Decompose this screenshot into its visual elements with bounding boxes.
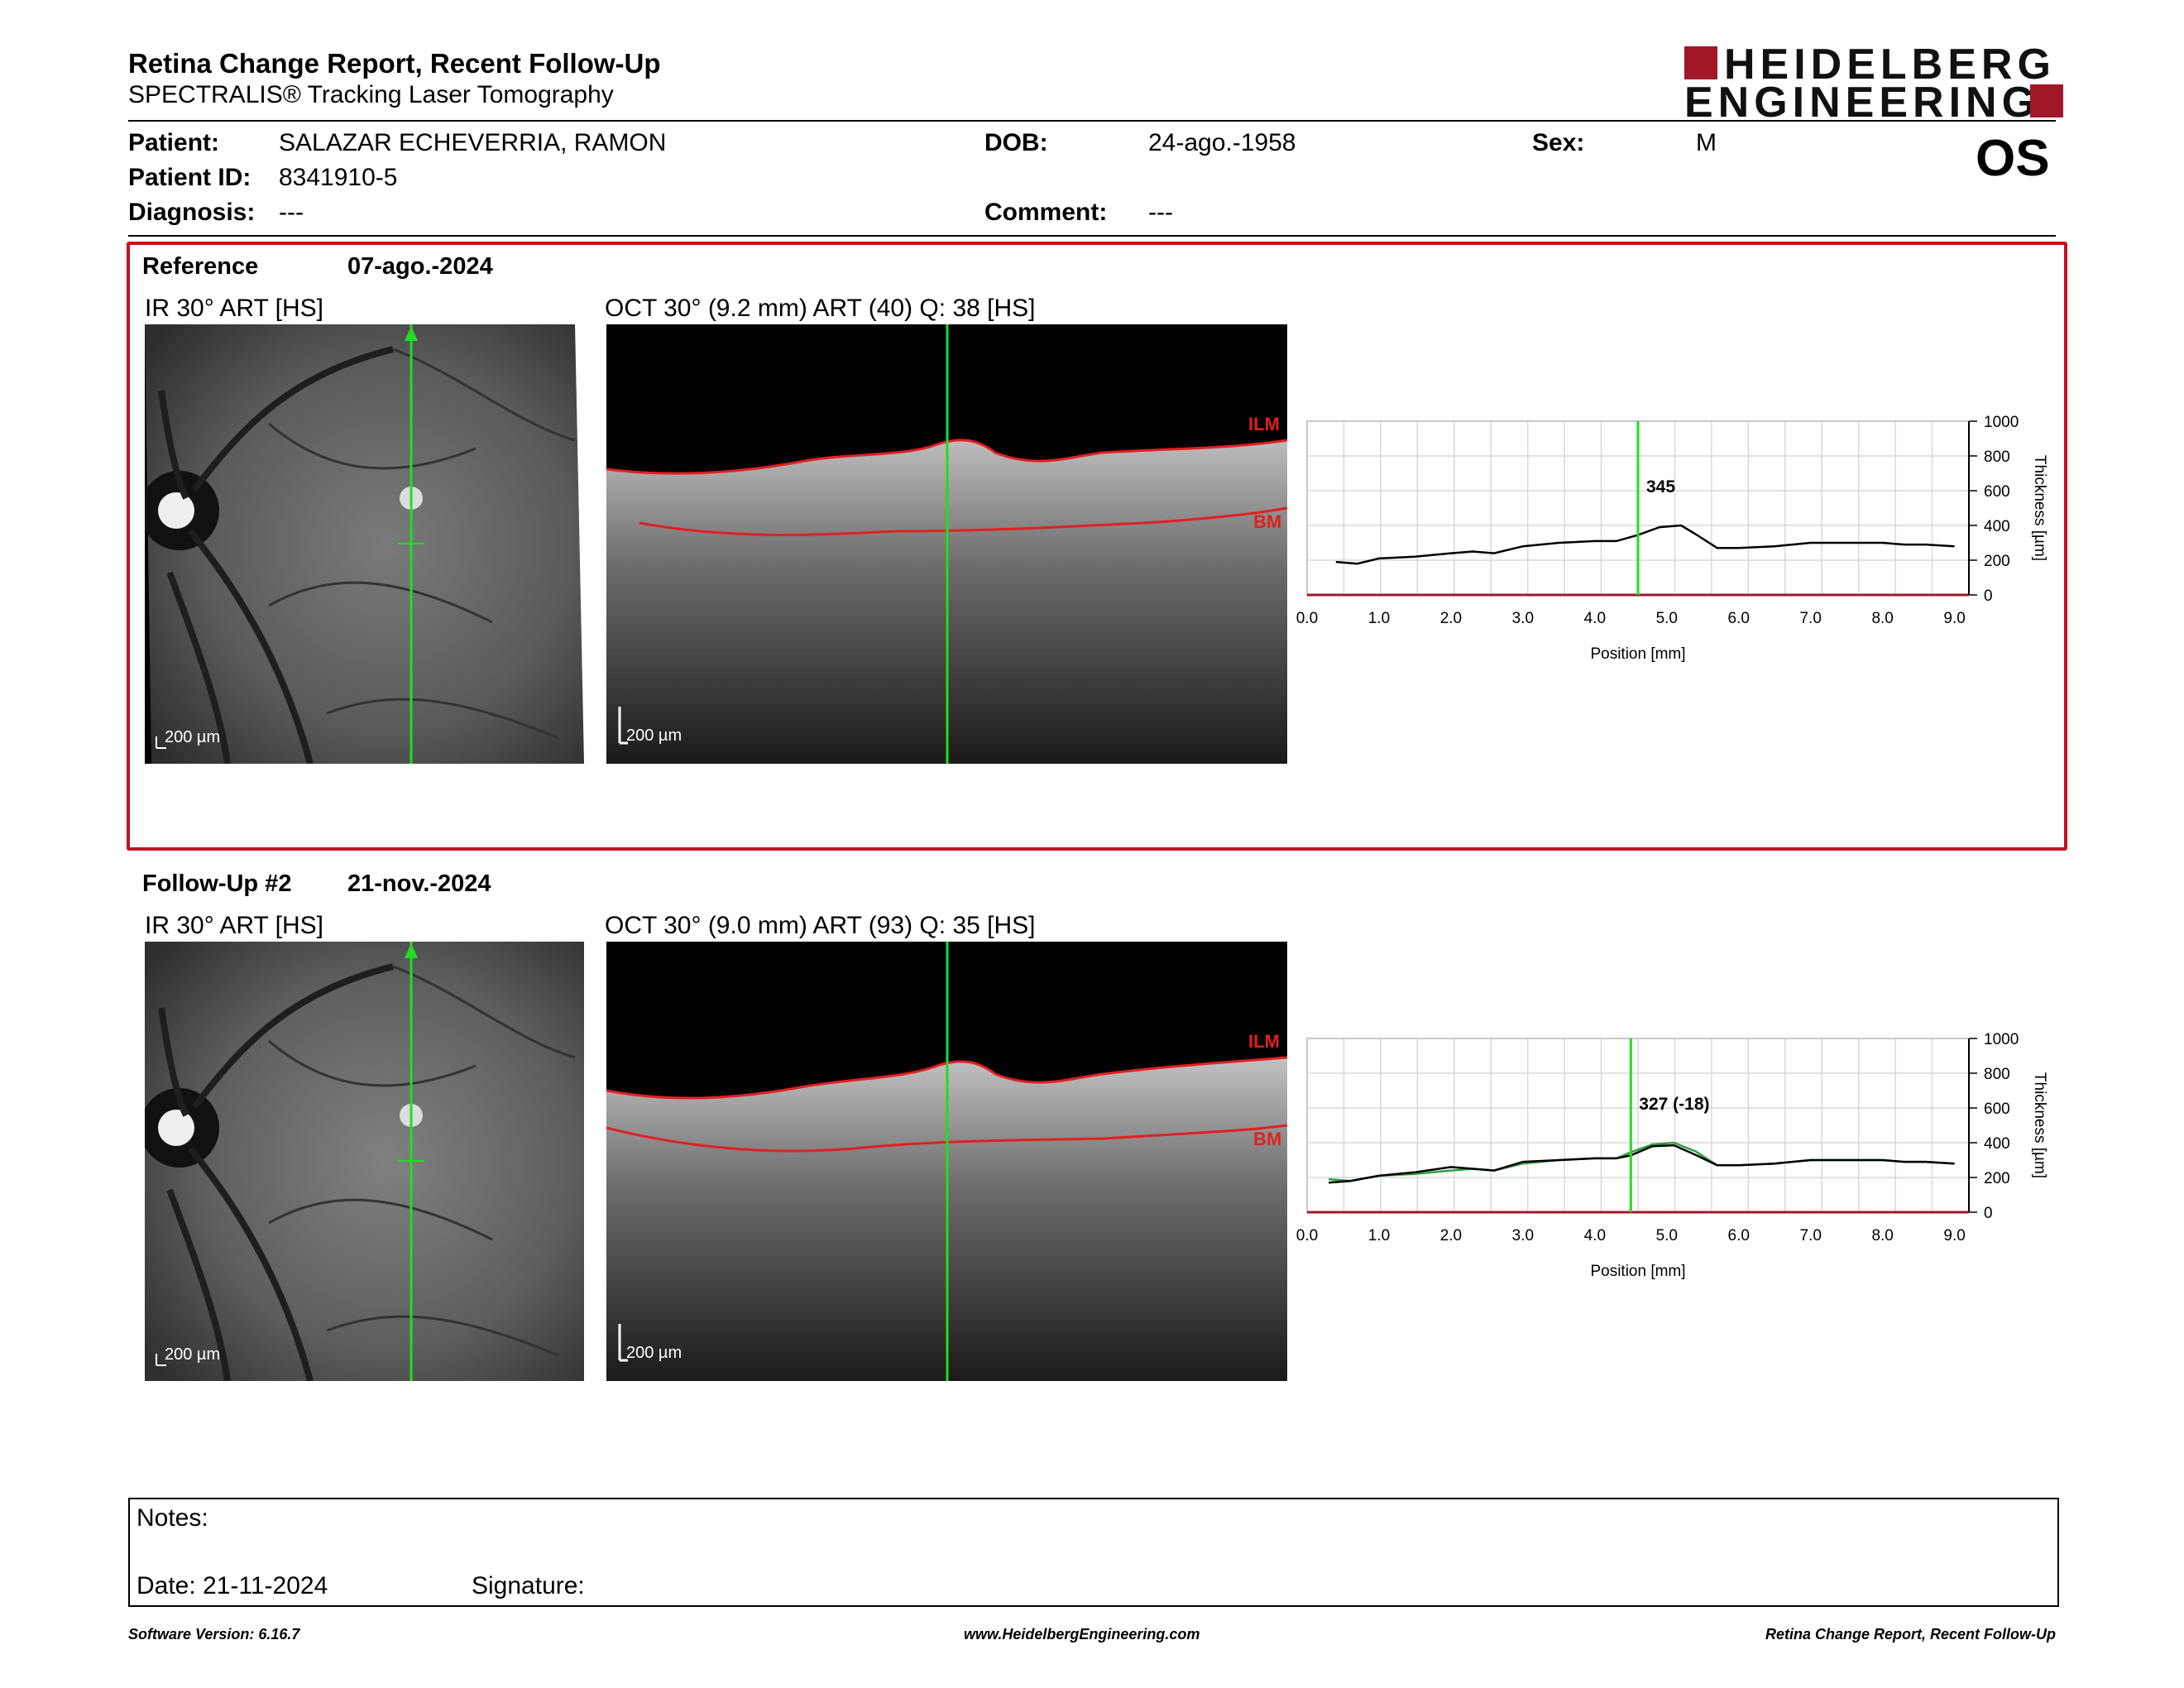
- followup-date: 21-nov.-2024: [347, 870, 491, 897]
- y-tick-label: 0: [1984, 1205, 1993, 1222]
- patient-id-label: Patient ID:: [128, 164, 251, 191]
- x-tick-label: 1.0: [1368, 1227, 1390, 1244]
- x-tick-label: 6.0: [1728, 1227, 1750, 1244]
- sex-value: M: [1696, 129, 1717, 156]
- followup-ir-scale: 200 µm: [165, 1345, 221, 1364]
- patient-id: 8341910-5: [279, 164, 398, 191]
- report-title: Retina Change Report, Recent Follow-Up: [128, 48, 661, 79]
- eye-label: OS: [1976, 130, 2050, 187]
- followup-oct-title: OCT 30° (9.0 mm) ART (93) Q: 35 [HS]: [605, 912, 1036, 939]
- y-axis-label: Thickness [µm]: [2031, 455, 2048, 561]
- x-tick-label: 3.0: [1512, 1227, 1534, 1244]
- y-tick-label: 200: [1984, 1170, 2010, 1187]
- x-tick-label: 0.0: [1296, 1227, 1318, 1244]
- reference-ir-title: IR 30° ART [HS]: [145, 295, 323, 322]
- reference-oct-scale: 200 µm: [626, 727, 682, 745]
- diagnosis-value: ---: [279, 199, 304, 226]
- comment-label: Comment:: [984, 199, 1108, 226]
- x-tick-label: 9.0: [1943, 1227, 1965, 1244]
- thickness-series-line: [1328, 1141, 1955, 1182]
- report-subtitle: SPECTRALIS® Tracking Laser Tomography: [128, 81, 614, 108]
- footer-report-name: Retina Change Report, Recent Follow-Up: [1765, 1626, 2056, 1642]
- followup-oct-image: ILM BM 200 µm: [606, 942, 1287, 1381]
- website: www.HeidelbergEngineering.com: [964, 1626, 1200, 1642]
- reference-ir-image: 200 µm: [145, 324, 584, 764]
- comment-value: ---: [1148, 199, 1173, 226]
- x-tick-label: 6.0: [1728, 610, 1750, 627]
- notes-label: Notes:: [136, 1504, 208, 1532]
- followup-thickness-chart: 0 200 400 600 800 1000 0.0 1.0 2.0 3.0 4.0 5.0 6.0 7.…: [1291, 1027, 2085, 1300]
- x-tick-label: 7.0: [1799, 610, 1821, 627]
- followup-label: Follow-Up #2: [142, 870, 292, 897]
- reference-thickness-chart: 0 200 400 600 800 1000 0.0 1.0 2.0 3.0 4.0 5.0 6.0 7.…: [1291, 410, 2085, 683]
- followup-oct-scale: 200 µm: [626, 1344, 682, 1362]
- dob-value: 24-ago.-1958: [1148, 129, 1296, 156]
- marker-value-label: 345: [1646, 477, 1675, 496]
- x-tick-label: 0.0: [1296, 610, 1318, 627]
- x-tick-label: 4.0: [1584, 1227, 1606, 1244]
- x-tick-label: 9.0: [1943, 610, 1965, 627]
- x-tick-label: 2.0: [1440, 1227, 1462, 1244]
- followup-ir-image: 200 µm: [145, 942, 584, 1381]
- reference-date: 07-ago.-2024: [347, 253, 493, 280]
- x-tick-label: 8.0: [1871, 1227, 1893, 1244]
- y-tick-label: 400: [1984, 1135, 2010, 1153]
- thickness-series-line: [1335, 524, 1955, 565]
- y-tick-label: 400: [1984, 518, 2010, 535]
- reference-frame: [127, 242, 2067, 851]
- x-tick-label: 5.0: [1656, 610, 1678, 627]
- x-tick-label: 8.0: [1871, 610, 1893, 627]
- y-tick-label: 1000: [1984, 414, 2019, 431]
- x-tick-label: 4.0: [1584, 610, 1606, 627]
- x-tick-label: 3.0: [1512, 610, 1534, 627]
- notes-date: Date: 21-11-2024: [136, 1572, 328, 1599]
- y-tick-label: 800: [1984, 448, 2010, 466]
- x-tick-label: 1.0: [1368, 610, 1390, 627]
- y-tick-label: 600: [1984, 1101, 2010, 1118]
- diagnosis-label: Diagnosis:: [128, 199, 256, 226]
- notes-box: Notes: Date: 21-11-2024 Signature:: [128, 1498, 2059, 1607]
- reference-ir-scale: 200 µm: [165, 728, 221, 746]
- y-tick-label: 1000: [1984, 1031, 2019, 1048]
- reference-ilm-label: ILM: [1248, 414, 1280, 434]
- y-tick-label: 200: [1984, 553, 2010, 570]
- thickness-series-line: [1328, 1144, 1955, 1184]
- marker-value-label: 327 (-18): [1639, 1095, 1709, 1114]
- signature-label: Signature:: [472, 1572, 585, 1599]
- heidelberg-logo: HEIDELBERG ENGINEERING: [1684, 43, 2067, 124]
- followup-ilm-label: ILM: [1248, 1031, 1280, 1052]
- reference-oct-title: OCT 30° (9.2 mm) ART (40) Q: 38 [HS]: [605, 295, 1036, 322]
- y-tick-label: 0: [1984, 587, 1993, 605]
- patient-name: SALAZAR ECHEVERRIA, RAMON: [279, 129, 667, 156]
- x-axis-label: Position [mm]: [1590, 645, 1685, 663]
- y-tick-label: 800: [1984, 1066, 2010, 1083]
- reference-oct-image: ILM BM 200 µm: [606, 324, 1287, 764]
- x-tick-label: 5.0: [1656, 1227, 1678, 1244]
- y-axis-label: Thickness [µm]: [2031, 1072, 2048, 1178]
- dob-label: DOB:: [984, 129, 1048, 156]
- followup-ir-title: IR 30° ART [HS]: [145, 912, 323, 939]
- patient-label: Patient:: [128, 129, 220, 156]
- reference-label: Reference: [142, 253, 259, 280]
- sex-label: Sex:: [1532, 129, 1585, 156]
- y-tick-label: 600: [1984, 483, 2010, 501]
- software-version: Software Version: 6.16.7: [128, 1626, 300, 1642]
- followup-bm-label: BM: [1253, 1129, 1282, 1149]
- x-tick-label: 2.0: [1440, 610, 1462, 627]
- x-axis-label: Position [mm]: [1590, 1263, 1685, 1280]
- x-tick-label: 7.0: [1799, 1227, 1821, 1244]
- reference-bm-label: BM: [1253, 511, 1282, 532]
